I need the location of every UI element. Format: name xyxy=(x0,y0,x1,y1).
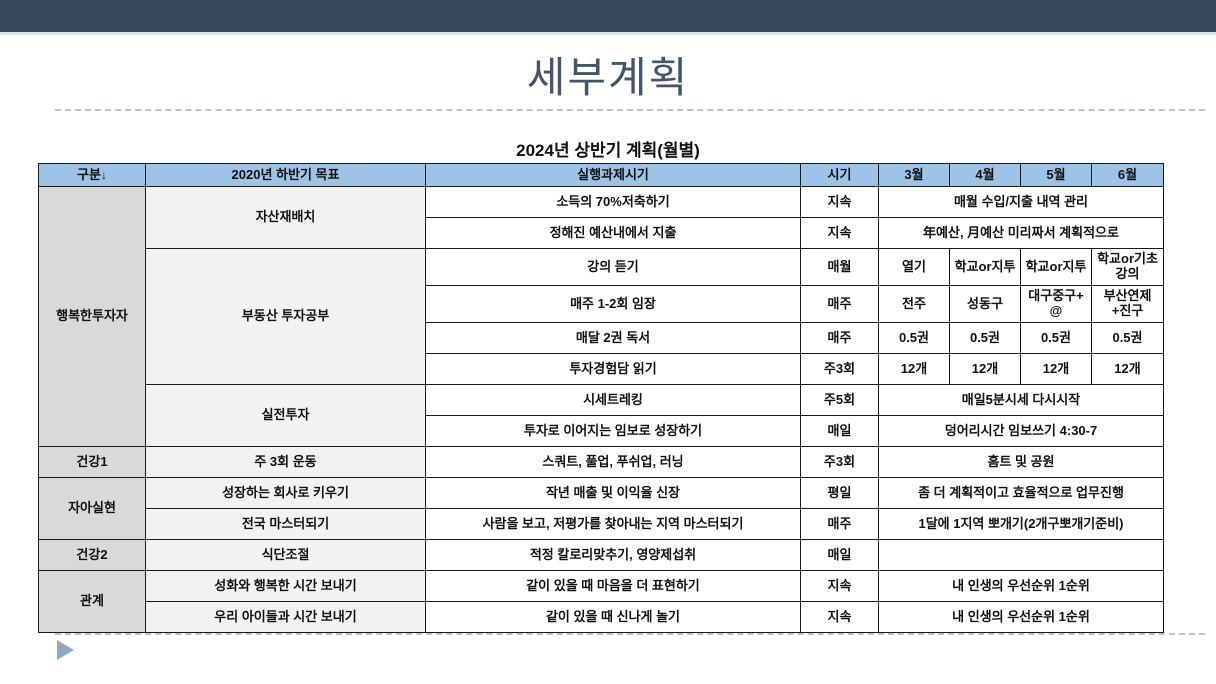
gubun-relationship: 관계 xyxy=(38,570,146,633)
months-merged-cell: 1달에 1지역 뽀개기(2개구뽀개기준비) xyxy=(878,508,1164,540)
freq-cell: 매주 xyxy=(800,322,879,354)
title-divider xyxy=(55,109,1205,111)
task-cell: 정해진 예산내에서 지출 xyxy=(425,217,801,249)
month-april-cell: 0.5권 xyxy=(949,322,1021,354)
table-row: 정해진 예산내에서 지출 지속 年예산, 月예산 미리짜서 계획적으로 xyxy=(39,217,1164,249)
freq-cell: 매일 xyxy=(800,539,879,571)
down-arrow-icon: ↓ xyxy=(100,167,107,182)
goal-grow-company: 성장하는 회사로 키우기 xyxy=(145,477,426,509)
table-row: 관계 성화와 행복한 시간 보내기 같이 있을 때 마음을 더 표현하기 지속 … xyxy=(38,570,1164,633)
months-merged-cell xyxy=(878,539,1164,571)
months-merged-cell: 내 인생의 우선순위 1순위 xyxy=(878,601,1164,633)
table-row: 매주 1-2회 임장 매주 전주 성동구 대구중구+@ 부산연제+진구 xyxy=(39,285,1164,323)
header-april: 4월 xyxy=(949,163,1021,187)
table-subtitle: 2024년 상반기 계획(월별) xyxy=(516,141,700,160)
gubun-health2: 건강2 xyxy=(38,539,146,571)
table-header-row: 구분↓ 2020년 하반기 목표 실행과제시기 시기 3월 4월 5월 6월 xyxy=(38,163,1164,187)
task-cell: 같이 있을 때 신나게 놀기 xyxy=(425,601,801,633)
month-may-cell: 학교or지투 xyxy=(1020,248,1092,286)
slide-top-bar xyxy=(0,0,1216,35)
goal-time-with-kids: 우리 아이들과 시간 보내기 xyxy=(145,601,426,633)
freq-cell: 매월 xyxy=(800,248,879,286)
months-merged-cell: 매일5분시세 다시시작 xyxy=(878,384,1164,416)
task-cell: 시세트레킹 xyxy=(425,384,801,416)
table-row: 매달 2권 독서 매주 0.5권 0.5권 0.5권 0.5권 xyxy=(39,322,1164,354)
months-merged-cell: 내 인생의 우선순위 1순위 xyxy=(878,570,1164,602)
freq-cell: 주3회 xyxy=(800,353,879,385)
goal-nation-master: 전국 마스터되기 xyxy=(145,508,426,540)
freq-cell: 매주 xyxy=(800,285,879,323)
page-title: 세부계획 xyxy=(526,54,690,101)
header-gubun: 구분↓ xyxy=(38,163,146,187)
table-row: 실전투자 시세트레킹 주5회 매일5분시세 다시시작 xyxy=(39,384,1164,447)
table-row: 건강2 식단조절 적정 칼로리맞추기, 영양제섭취 매일 xyxy=(38,539,1164,571)
table-row: 투자경험담 읽기 주3회 12개 12개 12개 12개 xyxy=(39,353,1164,385)
table-row: 전국 마스터되기 사람을 보고, 저평가를 찾아내는 지역 마스터되기 매주 1… xyxy=(39,508,1164,540)
header-june: 6월 xyxy=(1091,163,1164,187)
task-cell: 사람을 보고, 저평가를 찾아내는 지역 마스터되기 xyxy=(425,508,801,540)
month-june-cell: 12개 xyxy=(1091,353,1164,385)
month-april-cell: 학교or지투 xyxy=(949,248,1021,286)
gubun-self-actualization: 자아실현 xyxy=(38,477,146,540)
month-march-cell: 0.5권 xyxy=(878,322,950,354)
freq-cell: 지속 xyxy=(800,217,879,249)
task-cell: 매주 1-2회 임장 xyxy=(425,285,801,323)
gubun-health1: 건강1 xyxy=(38,446,146,478)
month-may-cell: 대구중구+@ xyxy=(1020,285,1092,323)
months-merged-cell: 홈트 및 공원 xyxy=(878,446,1164,478)
gubun-happy-investor: 행복한투자자 xyxy=(38,186,146,447)
table-row: 부동산 투자공부 강의 듣기 매월 열기 학교or지투 학교or지투 학교or기… xyxy=(39,248,1164,385)
goal-real-invest: 실전투자 xyxy=(145,384,426,447)
month-june-cell: 부산연제+진구 xyxy=(1091,285,1164,323)
task-cell: 소득의 70%저축하기 xyxy=(425,186,801,218)
task-cell: 같이 있을 때 마음을 더 표현하기 xyxy=(425,570,801,602)
month-may-cell: 0.5권 xyxy=(1020,322,1092,354)
month-march-cell: 열기 xyxy=(878,248,950,286)
goal-diet: 식단조절 xyxy=(145,539,426,571)
plan-table: 구분↓ 2020년 하반기 목표 실행과제시기 시기 3월 4월 5월 6월 행… xyxy=(38,163,1164,633)
task-cell: 적정 칼로리맞추기, 영양제섭취 xyxy=(425,539,801,571)
task-cell: 투자로 이어지는 임보로 성장하기 xyxy=(425,415,801,447)
freq-cell: 지속 xyxy=(800,601,879,633)
months-merged-cell: 年예산, 月예산 미리짜서 계획적으로 xyxy=(878,217,1164,249)
months-merged-cell: 덩어리시간 임보쓰기 4:30-7 xyxy=(878,415,1164,447)
months-merged-cell: 좀 더 계획적이고 효율적으로 업무진행 xyxy=(878,477,1164,509)
header-task: 실행과제시기 xyxy=(425,163,801,187)
header-freq: 시기 xyxy=(800,163,879,187)
goal-asset-rebalance: 자산재배치 xyxy=(145,186,426,249)
header-may: 5월 xyxy=(1020,163,1092,187)
goal-time-with-wife: 성화와 행복한 시간 보내기 xyxy=(145,570,426,602)
table-row: 건강1 주 3회 운동 스쿼트, 풀업, 푸쉬업, 러닝 주3회 홈트 및 공원 xyxy=(38,446,1164,478)
task-cell: 작년 매출 및 이익율 신장 xyxy=(425,477,801,509)
task-cell: 스쿼트, 풀업, 푸쉬업, 러닝 xyxy=(425,446,801,478)
months-merged-cell: 매월 수입/지출 내역 관리 xyxy=(878,186,1164,218)
table-row: 자아실현 성장하는 회사로 키우기 작년 매출 및 이익율 신장 평일 좀 더 … xyxy=(38,477,1164,540)
goal-exercise: 주 3회 운동 xyxy=(145,446,426,478)
month-april-cell: 성동구 xyxy=(949,285,1021,323)
task-cell: 투자경험담 읽기 xyxy=(425,353,801,385)
freq-cell: 주5회 xyxy=(800,384,879,416)
freq-cell: 평일 xyxy=(800,477,879,509)
month-june-cell: 0.5권 xyxy=(1091,322,1164,354)
header-march: 3월 xyxy=(878,163,950,187)
freq-cell: 지속 xyxy=(800,186,879,218)
task-cell: 강의 듣기 xyxy=(425,248,801,286)
month-march-cell: 전주 xyxy=(878,285,950,323)
freq-cell: 매일 xyxy=(800,415,879,447)
table-row: 우리 아이들과 시간 보내기 같이 있을 때 신나게 놀기 지속 내 인생의 우… xyxy=(39,601,1164,633)
month-june-cell: 학교or기초강의 xyxy=(1091,248,1164,286)
freq-cell: 매주 xyxy=(800,508,879,540)
freq-cell: 지속 xyxy=(800,570,879,602)
play-triangle-icon xyxy=(57,640,74,660)
footer-divider xyxy=(55,633,1205,635)
header-gubun-label: 구분 xyxy=(77,166,101,182)
month-march-cell: 12개 xyxy=(878,353,950,385)
month-may-cell: 12개 xyxy=(1020,353,1092,385)
goal-realestate-study: 부동산 투자공부 xyxy=(145,248,426,385)
header-goal: 2020년 하반기 목표 xyxy=(145,163,426,187)
freq-cell: 주3회 xyxy=(800,446,879,478)
task-cell: 매달 2권 독서 xyxy=(425,322,801,354)
table-row: 행복한투자자 자산재배치 소득의 70%저축하기 지속 매월 수입/지출 내역 … xyxy=(38,186,1164,447)
month-april-cell: 12개 xyxy=(949,353,1021,385)
